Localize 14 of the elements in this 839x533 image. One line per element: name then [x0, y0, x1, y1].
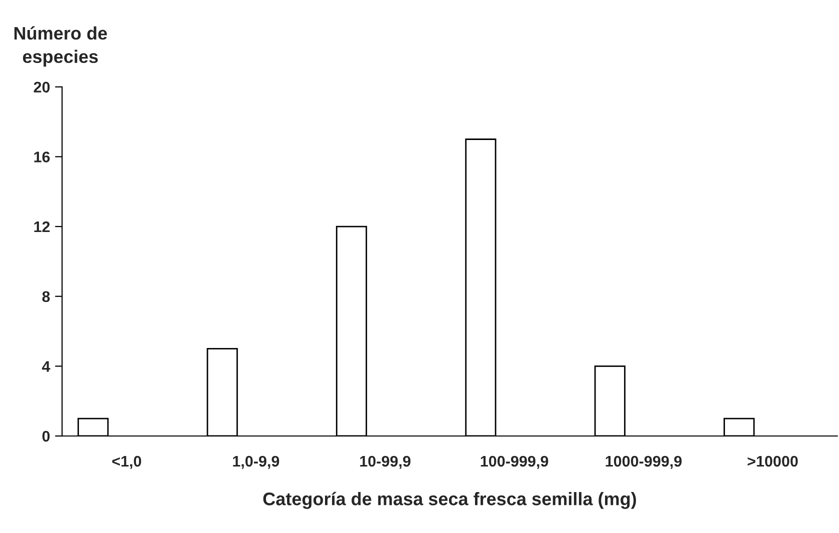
x-tick-label: 1,0-9,9	[233, 456, 280, 469]
x-axis-title: Categoría de masa seca fresca semilla (mg)	[263, 492, 636, 509]
x-tick-label: >10000	[748, 456, 798, 467]
x-tick-label: 10-99,9	[360, 456, 410, 469]
y-tick-label: 0	[42, 430, 50, 442]
x-tick-label: 1000-999,9	[606, 456, 682, 469]
y-tick-label: 20	[34, 82, 50, 93]
y-tick-label: 12	[34, 221, 50, 232]
y-tick-label: 16	[34, 152, 50, 162]
y-tick-label: 4	[42, 361, 50, 372]
x-tick-label: 100-999,9	[480, 456, 548, 469]
y-axis-title: Número de especies	[14, 26, 107, 67]
x-tick-label: <1,0	[112, 456, 142, 469]
y-tick-label: 8	[42, 291, 50, 302]
